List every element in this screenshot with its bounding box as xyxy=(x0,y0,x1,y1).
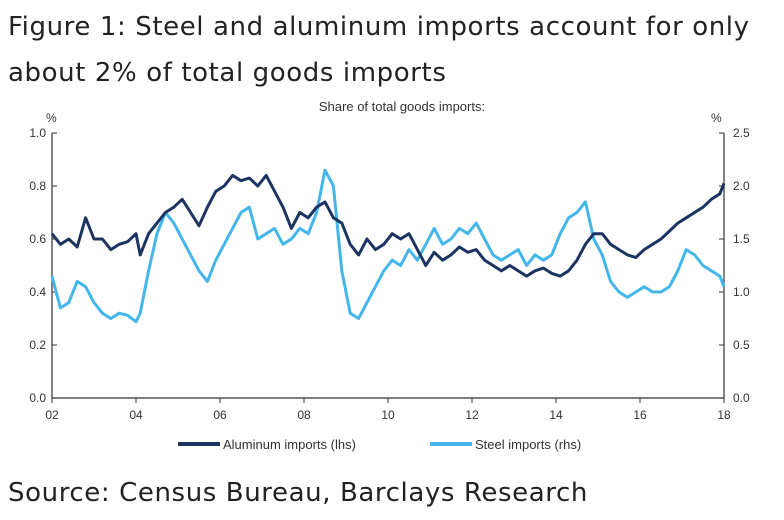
x-tick-label: 08 xyxy=(297,408,311,422)
axes: 0.0 0.2 0.4 0.6 0.8 1.0 0.0 0.5 1.0 1.5 2.0 2.5 02 04… xyxy=(29,126,750,422)
series-lines xyxy=(50,168,726,324)
legend-label-aluminum: Aluminum imports (lhs) xyxy=(223,437,356,452)
x-tick-label: 16 xyxy=(633,408,647,422)
left-axis-unit: % xyxy=(46,111,57,125)
chart-title: Share of total goods imports: xyxy=(319,99,485,114)
right-tick-label: 2.0 xyxy=(733,179,750,193)
left-tick-label: 0.6 xyxy=(29,232,46,246)
x-tick-label: 14 xyxy=(549,408,563,422)
x-tick-label: 04 xyxy=(129,408,143,422)
legend-label-steel: Steel imports (rhs) xyxy=(475,437,581,452)
right-tick-label: 1.5 xyxy=(733,232,750,246)
x-tick-label: 02 xyxy=(45,408,59,422)
left-tick-label: 0.4 xyxy=(29,285,46,299)
left-tick-label: 0.8 xyxy=(29,179,46,193)
steel-imports-line xyxy=(50,168,726,324)
left-tick-label: 0.2 xyxy=(29,338,46,352)
right-tick-label: 0.5 xyxy=(733,338,750,352)
right-tick-label: 0.0 xyxy=(733,391,750,405)
legend: Aluminum imports (lhs) Steel imports (rh… xyxy=(178,437,581,452)
x-tick-label: 18 xyxy=(717,408,731,422)
right-tick-label: 2.5 xyxy=(733,126,750,140)
x-tick-label: 10 xyxy=(381,408,395,422)
left-tick-label: 1.0 xyxy=(29,126,46,140)
right-tick-label: 1.0 xyxy=(733,285,750,299)
figure-source: Source: Census Bureau, Barclays Research xyxy=(8,478,588,508)
x-tick-label: 12 xyxy=(465,408,479,422)
right-axis-unit: % xyxy=(711,111,722,125)
figure-title: Figure 1: Steel and aluminum imports acc… xyxy=(8,12,750,88)
left-tick-label: 0.0 xyxy=(29,391,46,405)
x-tick-label: 06 xyxy=(213,408,227,422)
aluminum-imports-line xyxy=(50,173,726,278)
